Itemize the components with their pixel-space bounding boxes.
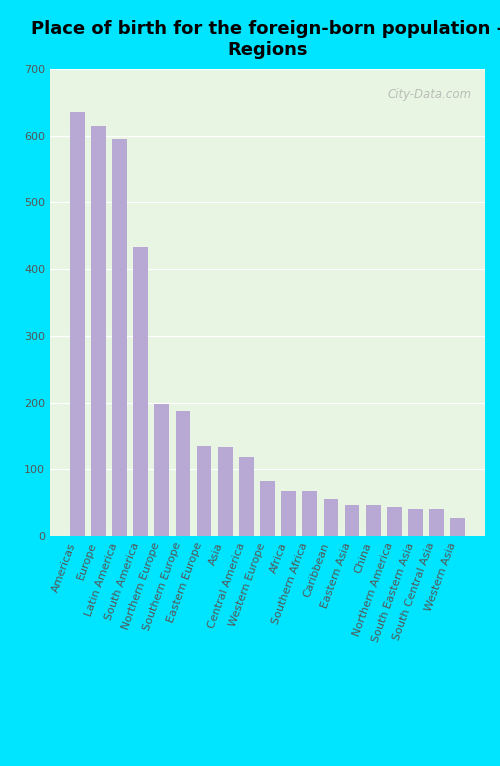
Bar: [344, 505, 360, 536]
Bar: [281, 491, 296, 536]
Bar: [366, 505, 380, 536]
Text: City-Data.com: City-Data.com: [388, 87, 472, 100]
Bar: [302, 491, 317, 536]
Bar: [154, 404, 169, 536]
Title: Place of birth for the foreign-born population -
Regions: Place of birth for the foreign-born popu…: [31, 20, 500, 59]
Bar: [133, 247, 148, 536]
Bar: [324, 499, 338, 536]
Bar: [70, 113, 84, 536]
Bar: [91, 126, 106, 536]
Bar: [176, 411, 190, 536]
Bar: [387, 507, 402, 536]
Bar: [112, 139, 127, 536]
Bar: [218, 447, 232, 536]
Bar: [408, 509, 423, 536]
Bar: [430, 509, 444, 536]
Bar: [196, 446, 212, 536]
Bar: [260, 481, 275, 536]
Bar: [239, 457, 254, 536]
Bar: [450, 518, 465, 536]
